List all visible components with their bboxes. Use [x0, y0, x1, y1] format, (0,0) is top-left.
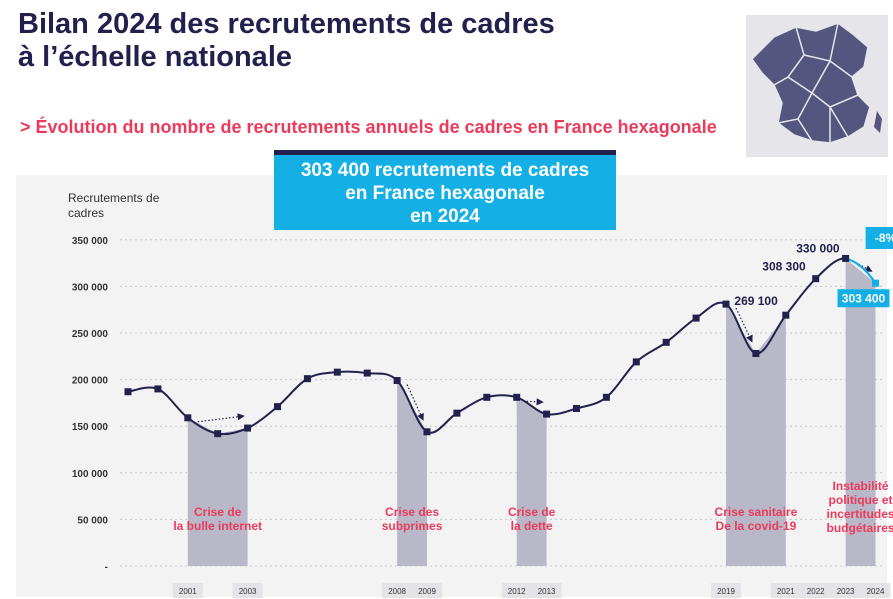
data-point [303, 375, 311, 383]
crisis-label: budgétaires [827, 521, 893, 535]
value-2024-box [837, 289, 890, 308]
crisis-label: Crise de [508, 505, 556, 519]
data-point [602, 393, 610, 401]
data-point [274, 403, 281, 411]
x-tick-label: 2003 [239, 587, 257, 596]
data-point [453, 409, 461, 417]
callout-line-2: en France hexagonale [345, 183, 545, 204]
data-point [333, 368, 341, 376]
data-point [722, 300, 730, 308]
crisis-band [845, 258, 876, 566]
data-point [423, 428, 431, 436]
data-point [573, 404, 580, 412]
data-point [692, 314, 700, 322]
y-tick-label: 250 000 [72, 329, 109, 340]
data-point [782, 311, 790, 319]
crisis-label: subprimes [382, 519, 443, 533]
change-box [865, 227, 893, 249]
callout-line-1: 303 400 recrutements de cadres [300, 160, 590, 181]
trend-arrow [406, 384, 424, 421]
crisis-label: Crise des [385, 505, 439, 519]
data-point [363, 369, 371, 377]
change-label: -8% [875, 231, 893, 245]
x-tick-label: 2009 [418, 587, 436, 596]
x-label-box [382, 583, 413, 598]
x-label-box [830, 583, 861, 598]
page-title: Bilan 2024 des recrutements de cadres à … [18, 8, 555, 74]
crisis-band [726, 304, 786, 566]
x-label-box [172, 583, 203, 598]
crisis-label: la dette [511, 519, 553, 533]
data-label: 308 300 [762, 260, 806, 274]
y-tick-label: 100 000 [72, 469, 109, 480]
crisis-label: Instabilité [833, 479, 889, 493]
data-label: 269 100 [734, 294, 778, 308]
title-line-1: Bilan 2024 des recrutements de cadres [18, 8, 555, 40]
x-tick-label: 2022 [807, 587, 825, 596]
data-point [543, 410, 551, 418]
data-point [812, 275, 820, 283]
x-label-box [232, 583, 263, 598]
data-point [872, 279, 879, 287]
data-point [662, 338, 670, 346]
crisis-label: la bulle internet [173, 519, 262, 533]
data-point [124, 388, 132, 396]
y-tick-label: 150 000 [72, 422, 109, 433]
x-tick-label: 2013 [538, 587, 556, 596]
crisis-label: politique et [829, 493, 893, 507]
x-tick-label: 2019 [717, 587, 735, 596]
x-tick-label: 2012 [508, 587, 526, 596]
trend-arrow [526, 398, 544, 406]
trend-arrow [197, 413, 245, 423]
data-point [752, 350, 760, 358]
y-tick-label: 50 000 [77, 515, 108, 526]
data-point [842, 254, 850, 262]
x-tick-label: 2024 [867, 587, 885, 596]
x-tick-label: 2008 [388, 587, 406, 596]
y-axis-title-line-1: Recrutements de [68, 191, 160, 205]
trend-arrow [735, 307, 753, 343]
crisis-label: incertitudes [827, 507, 893, 521]
total-callout: 303 400 recrutements de cadres en France… [274, 150, 616, 230]
value-2024-label: 303 400 [842, 292, 886, 306]
france-map [746, 15, 888, 157]
callout-line-3: en 2024 [410, 206, 480, 227]
y-tick-label: 300 000 [72, 282, 109, 293]
crisis-band [187, 417, 248, 566]
crisis-band [516, 397, 547, 566]
y-tick-label: 200 000 [72, 376, 109, 387]
title-line-2: à l’échelle nationale [18, 41, 292, 73]
x-label-box [860, 583, 891, 598]
crisis-label: Crise de [194, 505, 242, 519]
chart-subtitle: > Évolution du nombre de recrutements an… [20, 117, 717, 137]
x-label-box [501, 583, 532, 598]
x-label-box [770, 583, 801, 598]
trend-arrow [855, 261, 873, 272]
x-tick-label: 2021 [777, 587, 795, 596]
data-point [483, 393, 491, 401]
x-tick-label: 2001 [179, 587, 197, 596]
france-regions-map-icon [751, 22, 882, 144]
y-tick-label: 350 000 [72, 236, 109, 247]
data-point [632, 358, 640, 366]
data-point [513, 393, 521, 401]
data-point [244, 424, 252, 432]
x-label-box [531, 583, 562, 598]
data-point [154, 385, 162, 393]
x-label-box [800, 583, 831, 598]
data-point [214, 430, 222, 438]
crisis-band [397, 380, 427, 566]
x-label-box [711, 583, 741, 598]
data-label: 330 000 [796, 241, 840, 255]
data-point [393, 377, 401, 385]
y-tick-label: - [105, 562, 108, 573]
y-axis-title-line-2: cadres [68, 206, 104, 220]
x-label-box [412, 583, 442, 598]
data-point [184, 414, 192, 422]
crisis-label: De la covid-19 [716, 519, 797, 533]
x-tick-label: 2023 [837, 587, 855, 596]
crisis-label: Crise sanitaire [715, 505, 798, 519]
